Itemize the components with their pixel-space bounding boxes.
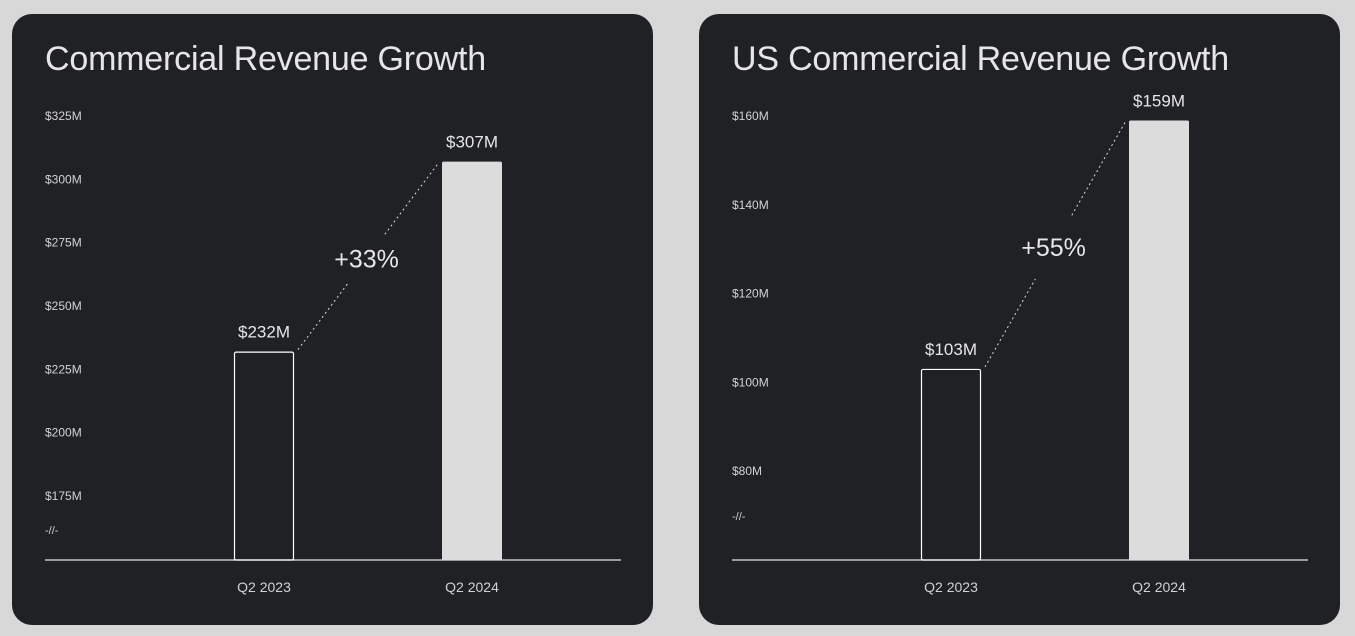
chart-panel-us-commercial-revenue: US Commercial Revenue Growth $80M $100M $1…	[699, 14, 1340, 625]
growth-percentage-label: +33%	[334, 245, 399, 273]
y-tick-label: $140M	[732, 198, 769, 212]
y-tick-label: $325M	[45, 109, 82, 123]
bar	[442, 161, 502, 560]
y-tick-label: $275M	[45, 236, 82, 250]
axis-break-icon: -//-	[732, 511, 746, 523]
bar-data-label: $103M	[925, 340, 977, 359]
y-tick-label: $160M	[732, 109, 769, 123]
bar	[233, 351, 295, 561]
x-category-label: Q2 2023	[237, 579, 291, 595]
x-category-label: Q2 2023	[924, 579, 978, 595]
growth-connector-line	[984, 278, 1036, 368]
bar-data-label: $232M	[238, 323, 290, 342]
growth-connector-line	[384, 163, 439, 235]
bar-data-label: $307M	[446, 133, 498, 152]
growth-percentage-label: +55%	[1021, 234, 1086, 262]
y-tick-label: $200M	[45, 426, 82, 440]
chart-panel-commercial-revenue: Commercial Revenue Growth $175M $200M $225…	[12, 14, 653, 625]
chart-title: US Commercial Revenue Growth	[732, 40, 1230, 78]
y-tick-label: $80M	[732, 464, 762, 478]
y-tick-label: $250M	[45, 299, 82, 313]
x-category-label: Q2 2024	[445, 579, 499, 595]
bar-chart-commercial-revenue: $175M $200M $225M $250M $275M $300M $325M -//- $…	[45, 109, 621, 595]
y-tick-label: $300M	[45, 172, 82, 186]
axis-break-icon: -//-	[45, 525, 59, 537]
growth-connector-line	[297, 282, 349, 350]
growth-connector-line	[1071, 122, 1126, 216]
y-tick-label: $225M	[45, 362, 82, 376]
bar-chart-us-commercial-revenue: $80M $100M $120M $140M $160M -//- $103M Q2 2023…	[732, 91, 1308, 595]
y-tick-label: $100M	[732, 375, 769, 389]
bar-data-label: $159M	[1133, 91, 1185, 110]
bar	[1129, 120, 1189, 560]
x-category-label: Q2 2024	[1132, 579, 1186, 595]
y-tick-label: $120M	[732, 287, 769, 301]
bar	[920, 368, 982, 561]
chart-title: Commercial Revenue Growth	[45, 40, 486, 78]
y-tick-label: $175M	[45, 489, 82, 503]
